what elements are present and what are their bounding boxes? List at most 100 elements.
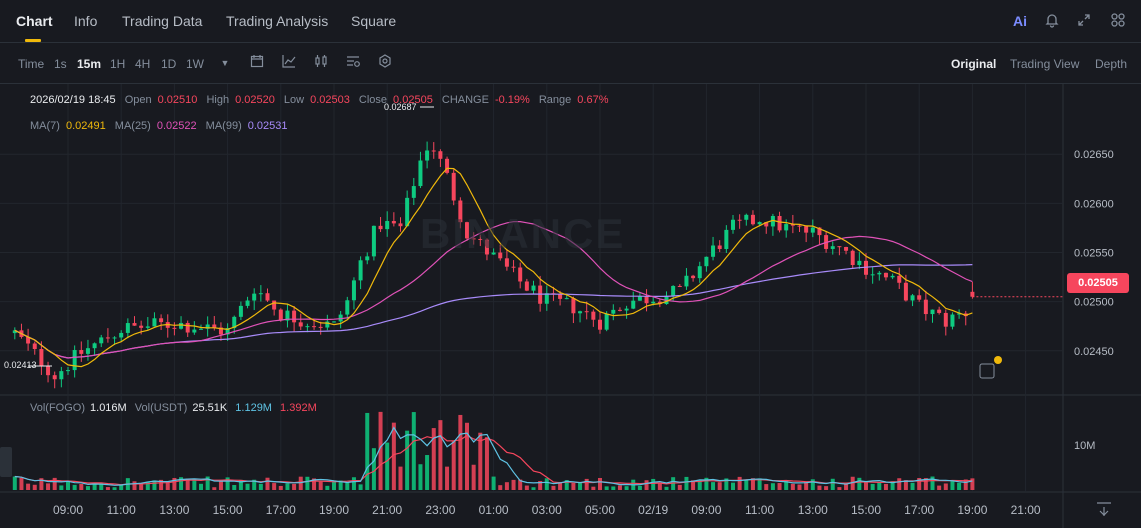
tab-chart[interactable]: Chart (16, 13, 53, 29)
interval-time[interactable]: Time (18, 57, 45, 71)
candle-body (671, 285, 676, 296)
volume-bar (478, 432, 483, 490)
interval-1h[interactable]: 1H (110, 57, 126, 71)
volume-bar (637, 485, 642, 490)
view-trading-view[interactable]: Trading View (1010, 57, 1080, 71)
ma-info: MA(7) 0.02491 MA(25) 0.02522 MA(99) 0.02531 (30, 120, 294, 132)
candle-body (870, 274, 875, 276)
view-depth[interactable]: Depth (1095, 57, 1128, 71)
chart-toolbar: Time 1s 15m 1H 4H 1D 1W ▼ Original Tradi… (0, 43, 1141, 84)
volume-bar (491, 476, 496, 490)
volume-bar (903, 480, 908, 490)
volume-bar (950, 480, 955, 490)
candle-body (232, 316, 237, 329)
tab-info[interactable]: Info (74, 13, 98, 29)
interval-15m[interactable]: 15m (77, 57, 102, 71)
time-tick-label: 19:00 (319, 503, 349, 517)
candle-body (611, 309, 616, 314)
tab-trading-analysis[interactable]: Trading Analysis (226, 13, 329, 29)
candle-body (252, 293, 257, 301)
volume-bar (345, 482, 350, 490)
volume-bar (797, 484, 802, 490)
candle-body (298, 322, 303, 327)
candle-body (172, 327, 177, 329)
candle-body (478, 239, 483, 241)
volume-bar (750, 478, 755, 490)
volume-bar (338, 480, 343, 490)
candle-body (571, 298, 576, 314)
candle-body (544, 293, 549, 304)
volume-bar (278, 485, 283, 490)
change-value: -0.19% (494, 94, 530, 106)
tab-trading-data[interactable]: Trading Data (122, 13, 203, 29)
candle-body (471, 238, 476, 240)
volume-bar (165, 481, 170, 490)
volume-bar (145, 481, 150, 490)
volume-bar (465, 422, 469, 490)
volume-bar (192, 478, 197, 490)
candle-body (750, 214, 755, 225)
volume-bar (438, 420, 443, 490)
volume-bar (378, 411, 383, 490)
volume-bar (99, 482, 104, 490)
volume-bar (598, 477, 602, 490)
candle-body (438, 151, 443, 159)
volume-bar (717, 482, 722, 490)
indicator-icon[interactable] (280, 54, 298, 72)
replay-icon[interactable] (248, 54, 266, 72)
volume-bar (883, 483, 888, 490)
volume-bar (558, 481, 563, 490)
candlestick-chart[interactable]: 0.024500.025000.025500.026000.0265002/18… (0, 84, 1141, 528)
volume-bar (691, 480, 696, 490)
candle-body (910, 295, 915, 301)
vol-ma1-value: 1.129M (235, 402, 272, 414)
volume-bar (52, 477, 57, 490)
volume-bar (877, 481, 882, 490)
tab-square[interactable]: Square (351, 13, 397, 29)
view-original[interactable]: Original (951, 57, 997, 71)
interval-1w[interactable]: 1W (186, 57, 204, 71)
interval-dropdown-icon[interactable]: ▼ (220, 58, 230, 68)
bell-icon[interactable] (1043, 12, 1061, 30)
candle-body (465, 222, 469, 239)
gear-icon[interactable] (376, 54, 394, 72)
volume-bar (365, 412, 370, 490)
open-label: Open (124, 94, 152, 106)
grid-icon[interactable] (1109, 12, 1127, 30)
chart-settings-icon[interactable] (344, 54, 362, 72)
volume-bar (624, 486, 629, 490)
interval-1d[interactable]: 1D (161, 57, 177, 71)
range-label: Range (538, 94, 572, 106)
candle-body (804, 226, 809, 233)
time-tick-label: 23:00 (425, 503, 455, 517)
volume-bar (504, 482, 509, 490)
expand-icon[interactable] (1075, 12, 1093, 30)
candle-body (484, 239, 489, 255)
candle-body (631, 300, 636, 309)
interval-1s[interactable]: 1s (54, 57, 67, 71)
time-tick-label: 13:00 (798, 503, 828, 517)
volume-bar (970, 478, 975, 490)
volume-bar (677, 484, 682, 490)
candle-body (105, 337, 110, 339)
vol-usdt-value: 25.51K (192, 402, 228, 414)
volume-bar (119, 484, 124, 490)
ma25-label: MA(25) (114, 120, 151, 132)
volume-bar (39, 478, 44, 490)
ai-icon[interactable]: Ai (1013, 13, 1027, 29)
volume-bar (72, 484, 77, 490)
volume-bar (804, 481, 809, 490)
candle-type-icon[interactable] (312, 54, 330, 72)
volume-bar (218, 479, 223, 490)
candle-body (425, 150, 430, 161)
candle-body (345, 300, 350, 315)
candle-body (711, 245, 716, 257)
interval-4h[interactable]: 4H (135, 57, 151, 71)
candle-body (52, 375, 57, 380)
ma25-value: 0.02522 (156, 120, 197, 132)
candle-body (504, 258, 509, 267)
candle-body (511, 266, 516, 268)
candle-body (119, 332, 124, 338)
volume-bar (524, 485, 529, 490)
candle-body (139, 325, 144, 328)
